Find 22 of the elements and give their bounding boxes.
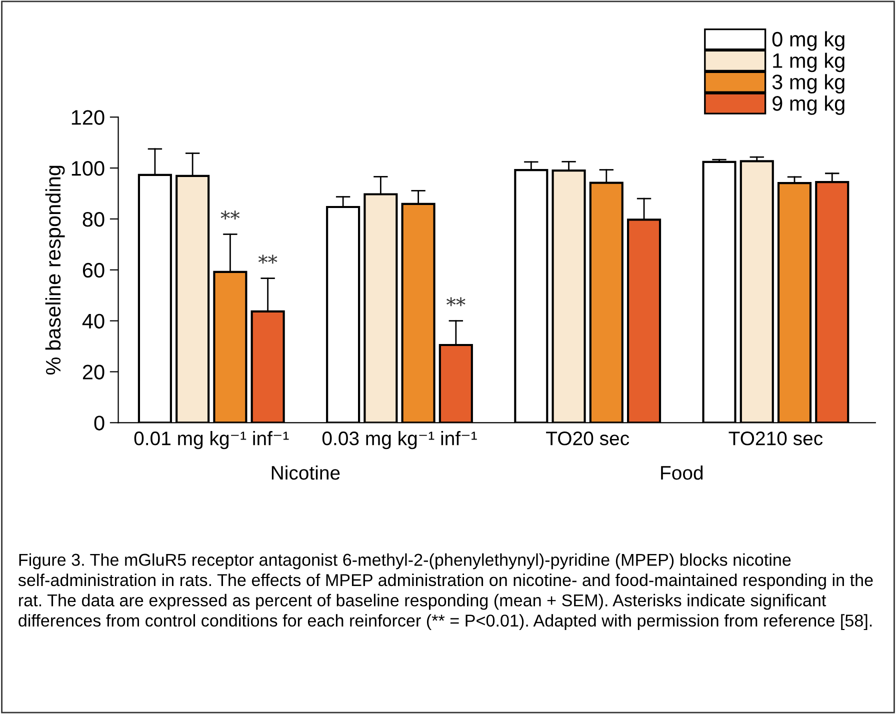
text: Food xyxy=(661,465,703,480)
annotation: ** xyxy=(220,210,240,220)
caption: Figure 3. The mGluR5 receptor antagonist 6-methyl-2-(phenylethynyl)-pyridine (MPEP) blocks nicotine self-administration in rats. The effects of MPEP administration on nicotine- and food-maintained responding in the rat. The data are expressed as percent of baseline responding (mean + SEM). Asterisks indicate significant differences from control conditions for each reinforcer (** = P<0.01). Adapted with permission from reference [58]. xyxy=(18,553,873,630)
y-tick-label: 120 xyxy=(72,110,104,125)
x-tick-label: TO210 sec xyxy=(728,432,823,446)
y-tick-label: 0 xyxy=(94,416,104,430)
annotation: ** xyxy=(258,254,278,264)
y-axis-title: % baseline responding xyxy=(45,166,65,375)
y-tick-label: 20 xyxy=(82,364,104,380)
x-tick-label: 0.01 mg kg⁻¹ inf⁻¹ xyxy=(134,431,289,450)
legend-label: 3 mg kg xyxy=(772,74,844,94)
y-tick-label: 60 xyxy=(82,262,104,278)
y-tick-label: 100 xyxy=(72,161,104,176)
annotation: ** xyxy=(446,297,466,306)
x-tick-label: 0.03 mg kg⁻¹ inf⁻¹ xyxy=(322,431,477,450)
text: Nicotine xyxy=(272,465,340,480)
y-tick-label: 80 xyxy=(82,212,104,227)
legend-label: 9 mg kg xyxy=(772,96,844,115)
x-tick-label: TO20 sec xyxy=(546,432,630,446)
y-tick-label: 40 xyxy=(82,314,104,329)
legend-label: 1 mg kg xyxy=(773,52,844,72)
legend-label: 0 mg kg xyxy=(772,31,844,51)
